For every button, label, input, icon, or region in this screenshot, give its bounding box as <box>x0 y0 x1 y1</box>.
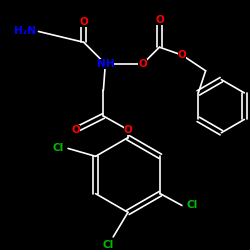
Text: O: O <box>138 59 147 69</box>
Text: H₂N: H₂N <box>14 26 36 36</box>
Text: O: O <box>178 50 186 60</box>
Text: O: O <box>72 125 80 135</box>
Text: O: O <box>155 15 164 25</box>
Text: Cl: Cl <box>103 240 114 250</box>
Text: NH: NH <box>96 59 114 69</box>
Text: O: O <box>79 17 88 27</box>
Text: Cl: Cl <box>186 200 198 210</box>
Text: Cl: Cl <box>52 144 64 154</box>
Text: O: O <box>124 125 132 135</box>
